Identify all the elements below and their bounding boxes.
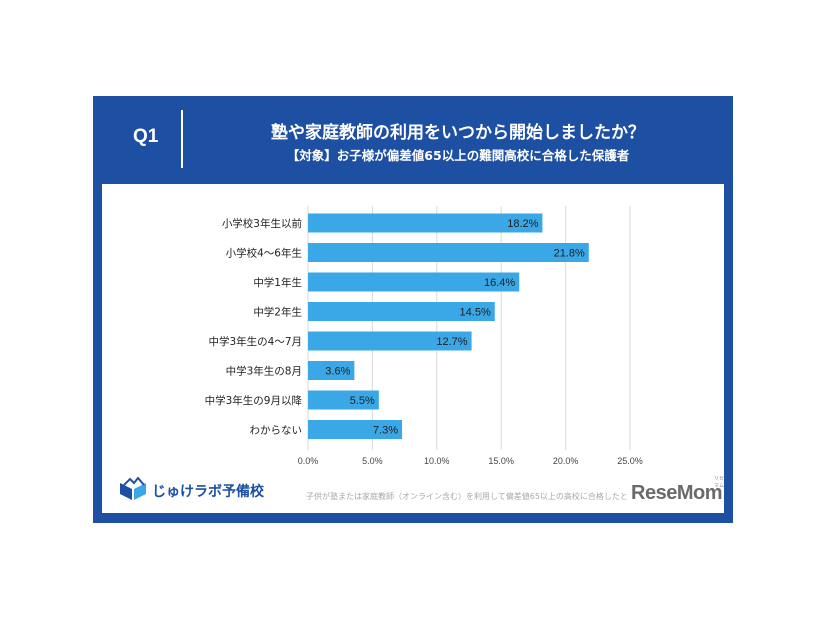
bar-value-label: 7.3%: [373, 425, 398, 437]
footnote: 子供が塾または家庭教師（オンライン含む）を利用して偏差値65以上の高校に合格した…: [306, 492, 628, 501]
category-label: 小学校4～6年生: [226, 247, 302, 260]
bar-value-label: 12.7%: [436, 336, 467, 348]
category-label: 小学校3年生以前: [222, 217, 302, 230]
chart-panel: 18.2% 21.8% 16.4% 14.5% 12.7% 3.6% 5.5% 7.3% 小学…: [102, 184, 724, 513]
category-label: 中学3年生の8月: [226, 365, 302, 378]
logo-text: じゅけラボ予備校: [152, 484, 264, 500]
bar: [308, 420, 403, 439]
resemom-watermark: ReseMom: [631, 482, 722, 504]
bar-value-label: 14.5%: [460, 307, 491, 319]
bar: [308, 331, 472, 351]
bar-chart: 18.2% 21.8% 16.4% 14.5% 12.7% 3.6% 5.5% 7.3% 小学…: [205, 206, 643, 466]
x-tick-label: 15.0%: [488, 456, 514, 466]
x-tick-label: 0.0%: [298, 456, 319, 466]
bar: [308, 361, 355, 380]
bars: 18.2% 21.8% 16.4% 14.5% 12.7% 3.6% 5.5% 7.3%: [308, 213, 589, 439]
x-tick-label: 5.0%: [362, 456, 383, 466]
bar: [308, 243, 589, 262]
x-tick-label: 25.0%: [617, 456, 643, 466]
x-tick-labels: 0.0% 5.0% 10.0% 15.0% 20.0% 25.0%: [298, 456, 643, 466]
bar-value-label: 18.2%: [507, 218, 538, 230]
x-tick-label: 10.0%: [424, 456, 450, 466]
header-divider: [181, 110, 183, 168]
category-label: 中学1年生: [253, 276, 302, 289]
bar-value-label: 5.5%: [350, 395, 375, 407]
category-label: 中学3年生の4～7月: [208, 335, 302, 348]
bar-value-label: 16.4%: [484, 277, 515, 289]
category-labels: 小学校3年生以前小学校4～6年生中学1年生中学2年生中学3年生の4～7月中学3年…: [205, 217, 303, 437]
bar: [308, 302, 495, 321]
bar-value-label: 3.6%: [325, 366, 350, 378]
category-label: 中学2年生: [253, 306, 302, 319]
chart-card: Q1 塾や家庭教師の利用をいつから開始しましたか？ 【対象】お子様が偏差値65以…: [93, 96, 733, 523]
bar-value-label: 21.8%: [554, 248, 585, 260]
chart-header: Q1 塾や家庭教師の利用をいつから開始しましたか？ 【対象】お子様が偏差値65以…: [93, 96, 733, 182]
grid-lines: [307, 206, 631, 450]
chart-title: 塾や家庭教師の利用をいつから開始しましたか？: [271, 123, 645, 143]
x-tick-label: 20.0%: [553, 456, 579, 466]
juke-lab-logo: じゅけラボ予備校: [118, 476, 268, 503]
bar: [308, 272, 520, 292]
category-label: 中学3年生の9月以降: [205, 394, 303, 407]
category-label: わからない: [250, 425, 303, 437]
book-mountain-icon: [120, 476, 146, 500]
question-number: Q1: [133, 126, 159, 147]
watermark-caption: リセマム: [714, 476, 725, 489]
bar: [308, 390, 379, 410]
bar: [308, 213, 543, 233]
chart-subtitle: 【対象】お子様が偏差値65以上の難関高校に合格した保護者: [286, 148, 630, 163]
